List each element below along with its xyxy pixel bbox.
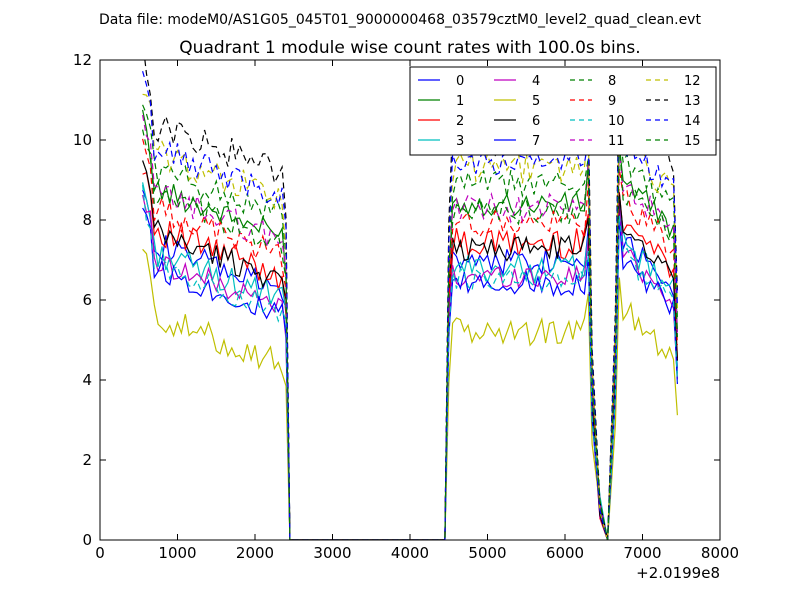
- x-tick-label: 7000: [623, 544, 661, 562]
- y-tick-label: 6: [82, 291, 92, 309]
- x-tick-label: 1000: [158, 544, 196, 562]
- suptitle: Data file: modeM0/AS1G05_045T01_90000004…: [99, 12, 701, 28]
- series-layer: [142, 60, 678, 540]
- y-tick-label: 0: [82, 531, 92, 549]
- x-offset-label: +2.0199e8: [636, 564, 720, 582]
- legend-label-14: 14: [684, 114, 701, 129]
- legend-label-5: 5: [532, 94, 540, 109]
- series-line-15: [142, 129, 678, 540]
- legend-label-7: 7: [532, 134, 540, 149]
- series-line-7: [142, 207, 678, 540]
- y-tick-label: 12: [73, 51, 92, 69]
- legend-label-10: 10: [608, 114, 625, 129]
- legend-label-15: 15: [684, 134, 701, 149]
- legend-label-0: 0: [456, 74, 464, 89]
- series-line-5: [142, 248, 678, 540]
- x-tick-label: 2000: [236, 544, 274, 562]
- y-tick-label: 4: [82, 371, 92, 389]
- legend-label-9: 9: [608, 94, 616, 109]
- y-tick-label: 10: [73, 131, 92, 149]
- legend-label-6: 6: [532, 114, 540, 129]
- legend-label-11: 11: [608, 134, 625, 149]
- series-line-14: [142, 71, 678, 540]
- x-tick-label: 8000: [701, 544, 739, 562]
- axis-ticks: 0 1000 2000 3000 4000 5000 6000 7000 80000246810…: [73, 51, 739, 562]
- x-tick-label: 0: [95, 544, 105, 562]
- y-tick-label: 2: [82, 451, 92, 469]
- y-tick-label: 8: [82, 211, 92, 229]
- legend-label-8: 8: [608, 74, 616, 89]
- legend-label-3: 3: [456, 134, 464, 149]
- chart-title: Quadrant 1 module wise count rates with …: [179, 38, 640, 58]
- x-tick-label: 5000: [468, 544, 506, 562]
- x-tick-label: 4000: [391, 544, 429, 562]
- legend-label-4: 4: [532, 74, 540, 89]
- legend-label-2: 2: [456, 114, 464, 129]
- legend-label-12: 12: [684, 74, 701, 89]
- legend-label-13: 13: [684, 94, 701, 109]
- series-line-10: [142, 184, 678, 540]
- x-tick-label: 6000: [546, 544, 584, 562]
- x-tick-label: 3000: [313, 544, 351, 562]
- legend-label-1: 1: [456, 94, 464, 109]
